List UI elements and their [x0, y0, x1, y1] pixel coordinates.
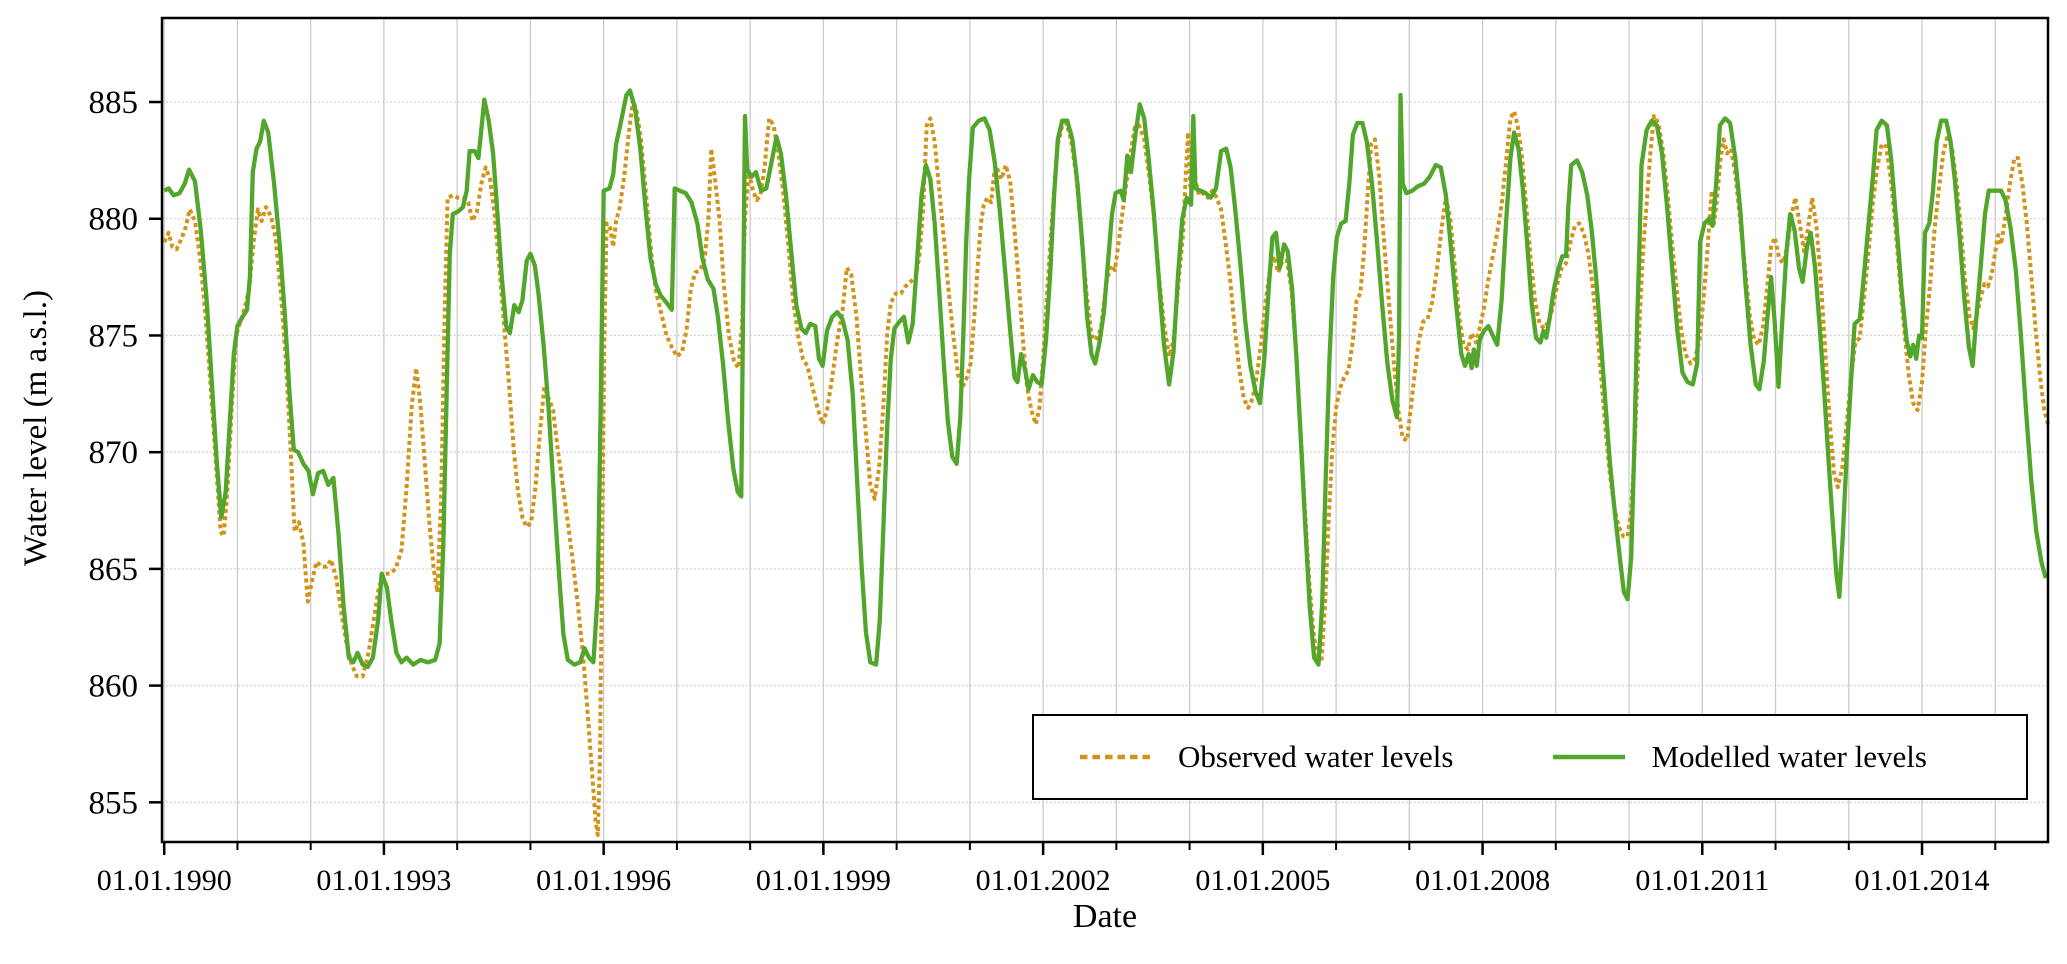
observed-dashed-line-swatch — [1080, 754, 1152, 760]
y-axis-title: Water level (m a.s.l.) — [18, 290, 54, 566]
x-tick-label: 01.01.1996 — [536, 864, 671, 897]
y-tick-label: 875 — [89, 318, 139, 354]
x-tick-label: 01.01.2005 — [1195, 864, 1330, 897]
x-tick-label: 01.01.1990 — [97, 864, 232, 897]
x-tick-label: 01.01.2002 — [976, 864, 1111, 897]
modelled-solid-line-swatch — [1553, 754, 1626, 760]
legend-label-modelled: Modelled water levels — [1651, 739, 1927, 774]
y-tick-label: 865 — [89, 552, 139, 588]
x-tick-label: 01.01.1993 — [316, 864, 451, 897]
y-tick-label: 885 — [89, 85, 139, 121]
x-tick-label: 01.01.1999 — [756, 864, 891, 897]
y-tick-label: 880 — [89, 202, 139, 238]
x-axis-title: Date — [1072, 898, 1138, 935]
x-tick-label: 01.01.2014 — [1855, 864, 1990, 897]
y-tick-label: 855 — [89, 785, 139, 821]
legend-label-observed: Observed water levels — [1178, 739, 1454, 774]
modelled-series-line — [163, 88, 2048, 670]
legend-entry-modelled: Modelled water levels — [1551, 739, 1927, 775]
plot-border — [160, 16, 2050, 844]
legend-entry-observed: Observed water levels — [1078, 739, 1453, 775]
y-tick-label: 860 — [89, 669, 139, 705]
legend: Observed water levels Modelled water lev… — [1032, 714, 2028, 800]
y-tick-label: 870 — [89, 435, 139, 471]
x-tick-label: 01.01.2008 — [1415, 864, 1550, 897]
x-tick-label: 01.01.2011 — [1635, 864, 1769, 897]
